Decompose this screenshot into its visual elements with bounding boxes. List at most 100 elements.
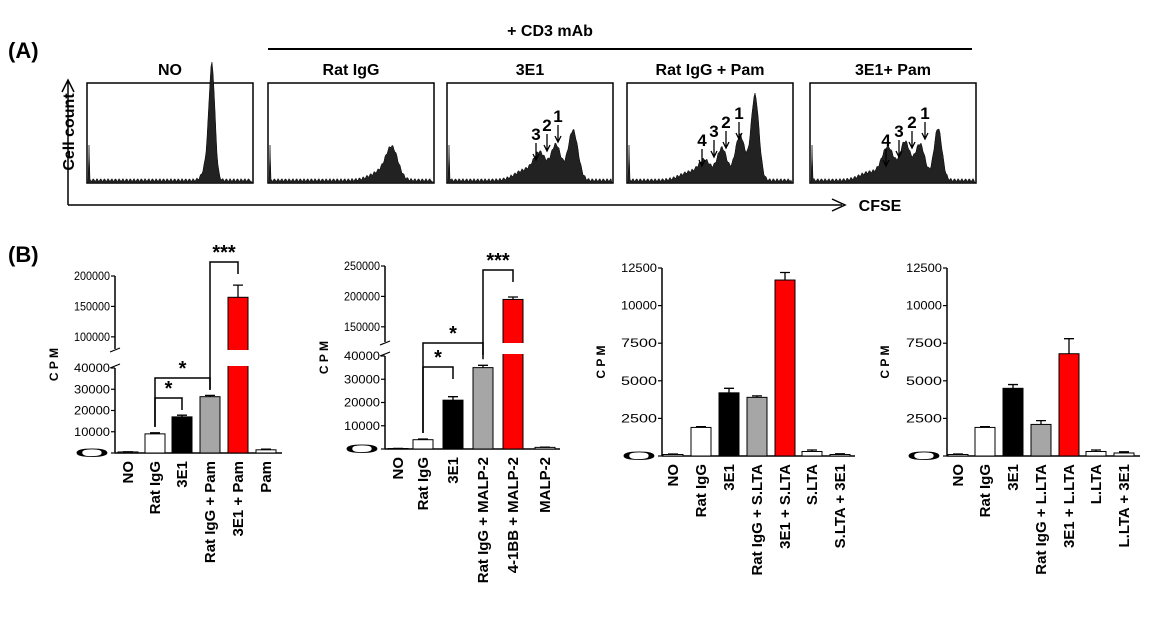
histogram-frame — [87, 83, 253, 183]
error-bar — [724, 388, 734, 393]
x-tick-label: Rat IgG + MALP-2 — [475, 457, 492, 583]
error-bar — [980, 427, 990, 428]
bar — [830, 454, 850, 456]
y-tick-label: 250000 — [344, 259, 380, 273]
y-tick-label: 0 — [621, 449, 659, 463]
y-tick-label: 20000 — [344, 396, 380, 410]
x-tick-label: 3E1 + S.LTA — [777, 464, 794, 549]
peak-label: 1 — [920, 104, 929, 123]
x-tick-label: Rat IgG — [693, 464, 710, 517]
error-bar — [780, 273, 790, 281]
group-label: + CD3 mAb — [507, 23, 593, 40]
y-tick-label: 7500 — [906, 336, 942, 350]
y-tick-label: 100000 — [74, 330, 110, 344]
x-tick-label: 4-1BB + MALP-2 — [505, 457, 522, 573]
bar — [1114, 453, 1134, 456]
axis-break — [379, 343, 560, 354]
x-tick-label: 3E1 — [445, 457, 462, 484]
y-tick-label: 0 — [344, 442, 382, 456]
histogram-title: NO — [158, 62, 182, 79]
x-tick-label: NO — [665, 464, 682, 487]
error-bar — [696, 427, 706, 428]
x-tick-label: Rat IgG + Pam — [202, 461, 219, 563]
peak-label: 3 — [531, 125, 540, 144]
significance-label: * — [434, 347, 442, 369]
x-tick-label: Rat IgG — [147, 461, 164, 514]
y-tick-label: 30000 — [344, 372, 380, 386]
x-label: CFSE — [859, 198, 902, 215]
error-bar — [418, 439, 428, 440]
x-tick-label: Pam — [258, 461, 275, 493]
x-tick-label: Rat IgG + L.LTA — [1033, 464, 1050, 575]
bar — [975, 427, 995, 456]
x-tick-label: Rat IgG + S.LTA — [749, 464, 766, 576]
bar — [145, 434, 165, 453]
peak-arrow — [922, 122, 928, 139]
bar — [228, 297, 248, 453]
panel-label: (B) — [8, 242, 39, 267]
y-tick-label: 5000 — [621, 374, 657, 388]
peak-label: 2 — [542, 116, 551, 135]
bar — [256, 450, 276, 453]
y-tick-label: 200000 — [344, 289, 380, 303]
bar — [802, 451, 822, 456]
peak-arrow — [544, 134, 550, 151]
peak-label: 4 — [881, 131, 891, 150]
significance-label: * — [179, 358, 187, 380]
x-tick-label: L.LTA — [1088, 464, 1105, 504]
y-tick-label: 30000 — [74, 382, 110, 396]
bar — [1003, 388, 1023, 456]
histogram-frame — [268, 83, 434, 183]
y-tick-label: 40000 — [74, 361, 110, 375]
y-tick-label: 200000 — [74, 269, 110, 283]
histogram-title: Rat IgG + Pam — [656, 62, 765, 79]
bar — [473, 368, 493, 449]
bar — [948, 454, 968, 456]
peak-label: 3 — [894, 122, 903, 141]
error-bar — [835, 454, 845, 455]
peak-label: 2 — [721, 113, 730, 132]
peak-arrow — [555, 125, 561, 142]
y-tick-label: 12500 — [621, 261, 657, 275]
y-axis-label: C P M — [878, 345, 892, 378]
y-axis-label: C P M — [47, 348, 61, 381]
bar — [503, 299, 523, 449]
histogram-title: Rat IgG — [323, 62, 380, 79]
panel-label: (A) — [8, 38, 39, 63]
peak-arrow — [723, 131, 729, 148]
bar — [1031, 424, 1051, 456]
histogram — [88, 62, 252, 183]
bar — [200, 397, 220, 453]
peak-label: 4 — [697, 131, 707, 150]
x-tick-label: MALP-2 — [537, 457, 554, 513]
bar — [719, 393, 739, 456]
bar — [747, 397, 767, 456]
histogram-title: 3E1 — [516, 62, 545, 79]
y-tick-label: 20000 — [74, 404, 110, 418]
histogram — [269, 145, 433, 183]
bar — [663, 454, 683, 456]
x-tick-label: Rat IgG — [415, 457, 432, 510]
error-bar — [448, 397, 458, 400]
y-tick-label: 150000 — [344, 320, 380, 334]
peak-arrow — [711, 140, 717, 157]
y-tick-label: 7500 — [621, 336, 657, 350]
y-tick-label: 0 — [74, 446, 112, 460]
bar — [775, 280, 795, 456]
bar — [691, 427, 711, 456]
x-tick-label: Rat IgG — [977, 464, 994, 517]
histogram — [811, 129, 975, 183]
x-tick-label: NO — [120, 461, 137, 484]
y-tick-label: 10000 — [621, 299, 657, 313]
y-tick-label: 2500 — [906, 411, 942, 425]
peak-arrow — [909, 131, 915, 148]
x-tick-label: L.LTA + 3E1 — [1116, 464, 1133, 548]
significance-label: *** — [212, 242, 236, 264]
x-tick-label: 3E1 — [721, 464, 738, 491]
y-tick-label: 5000 — [906, 374, 942, 388]
x-tick-label: S.LTA + 3E1 — [832, 464, 849, 548]
x-tick-label: NO — [390, 457, 407, 480]
peak-label: 1 — [734, 104, 743, 123]
error-bar — [1036, 421, 1046, 425]
